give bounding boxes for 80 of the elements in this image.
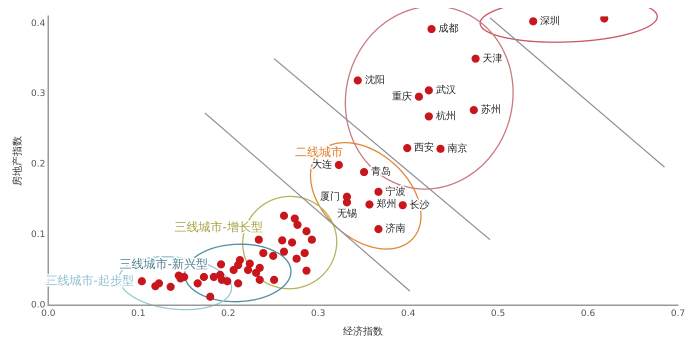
point xyxy=(206,292,214,301)
point xyxy=(529,17,538,26)
y-tick-label: 0.3 xyxy=(30,89,46,100)
y-tick-label: 0.0 xyxy=(30,300,46,311)
annotation: 大连 xyxy=(312,158,332,171)
y-tick-label: 0.2 xyxy=(30,160,46,170)
point xyxy=(256,276,264,284)
y-tick-label: 0.4 xyxy=(30,18,46,29)
x-tick-label: 0.6 xyxy=(580,308,596,319)
point xyxy=(398,201,407,210)
point xyxy=(270,276,278,284)
point xyxy=(244,266,252,274)
point xyxy=(365,200,374,209)
point xyxy=(334,160,343,170)
point xyxy=(374,225,383,234)
point xyxy=(200,272,208,282)
point xyxy=(223,277,232,286)
annotation: 沈阳 xyxy=(364,74,385,86)
point xyxy=(424,86,433,94)
point xyxy=(374,188,383,196)
point xyxy=(436,144,445,153)
annotation: 宁波 xyxy=(385,185,406,198)
x-tick-label: 0.4 xyxy=(400,308,416,319)
point xyxy=(234,279,242,288)
point xyxy=(300,248,309,258)
x-tick-label: 0.1 xyxy=(131,308,146,319)
annotation: 天津 xyxy=(482,52,503,64)
x-tick-label: 0.7 xyxy=(670,308,686,319)
point xyxy=(308,236,316,244)
point xyxy=(414,92,424,101)
point xyxy=(210,272,218,282)
point xyxy=(154,279,164,288)
point xyxy=(230,266,238,274)
x-tick-label: 0.5 xyxy=(490,308,506,319)
x-axis-title: 经济指数 xyxy=(343,326,384,338)
point xyxy=(280,212,288,220)
point xyxy=(360,168,368,176)
point xyxy=(354,76,362,85)
x-tick-label: 0.2 xyxy=(221,308,236,319)
point xyxy=(288,238,296,247)
point xyxy=(254,236,263,244)
annotation: 苏州 xyxy=(480,104,501,116)
point xyxy=(234,260,242,270)
point xyxy=(216,260,226,268)
annotation: 成都 xyxy=(438,22,459,35)
point xyxy=(280,248,288,256)
point xyxy=(472,54,480,63)
point xyxy=(194,279,202,288)
point xyxy=(293,220,302,229)
x-tick-label: 0.0 xyxy=(41,308,56,319)
point xyxy=(138,277,146,286)
point xyxy=(269,252,278,260)
point xyxy=(427,24,436,34)
x-tick-label: 0.3 xyxy=(311,308,326,319)
point xyxy=(470,106,478,114)
point xyxy=(252,268,260,277)
point xyxy=(600,16,608,23)
point xyxy=(290,214,299,223)
point xyxy=(246,260,254,268)
series-label: 二线城市 xyxy=(294,145,343,160)
annotation: 济南 xyxy=(385,222,406,235)
point xyxy=(424,112,433,121)
point xyxy=(166,282,175,291)
annotation: 深圳 xyxy=(540,14,560,27)
point xyxy=(302,227,311,236)
annotation: 重庆 xyxy=(392,90,412,102)
annotation: 杭州 xyxy=(434,110,456,122)
annotation: 南京 xyxy=(448,142,468,154)
annotation: 武汉 xyxy=(436,84,456,96)
annotation: 西安 xyxy=(414,142,434,154)
annotation: 厦门 xyxy=(320,190,340,202)
y-axis-title: 房地产指数 xyxy=(12,136,24,186)
point xyxy=(259,248,268,258)
point xyxy=(278,236,286,244)
y-tick-label: 0.1 xyxy=(30,230,46,240)
annotation: 无锡 xyxy=(336,208,357,220)
point xyxy=(302,266,311,275)
annotation: 郑州 xyxy=(376,198,396,210)
point xyxy=(292,254,301,263)
point xyxy=(403,144,412,152)
